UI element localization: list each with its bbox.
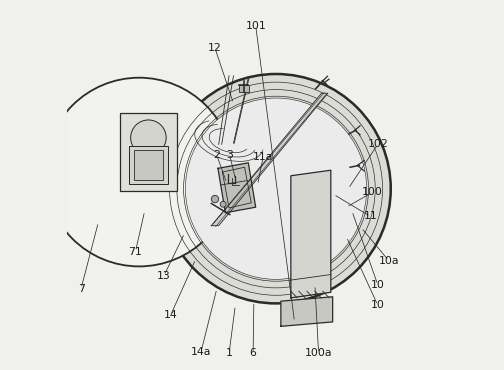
- Text: 10: 10: [371, 300, 385, 310]
- Text: 14: 14: [164, 310, 177, 320]
- Polygon shape: [281, 297, 333, 326]
- Text: 100: 100: [362, 187, 383, 198]
- Text: 101: 101: [245, 21, 266, 31]
- Circle shape: [185, 98, 367, 279]
- Polygon shape: [218, 163, 256, 213]
- Circle shape: [211, 195, 219, 203]
- Text: 3: 3: [226, 150, 233, 161]
- Text: 2: 2: [213, 150, 220, 161]
- Polygon shape: [291, 170, 331, 298]
- Text: 11a: 11a: [253, 152, 273, 162]
- Bar: [120, 113, 177, 191]
- Text: 10a: 10a: [379, 256, 399, 266]
- Text: 13: 13: [157, 270, 171, 281]
- Bar: [129, 146, 168, 184]
- Circle shape: [220, 201, 226, 207]
- Polygon shape: [211, 93, 328, 226]
- Circle shape: [142, 168, 147, 173]
- Text: 12: 12: [208, 43, 222, 53]
- Circle shape: [131, 120, 166, 155]
- Bar: [134, 150, 163, 180]
- Text: 6: 6: [249, 348, 257, 359]
- Text: 71: 71: [129, 246, 142, 257]
- Text: 7: 7: [78, 283, 85, 294]
- Bar: [239, 85, 249, 92]
- Circle shape: [45, 78, 233, 266]
- Text: 1: 1: [226, 348, 232, 359]
- Circle shape: [161, 74, 391, 303]
- Text: 14a: 14a: [191, 347, 211, 357]
- Text: 11: 11: [363, 211, 377, 222]
- Text: 102: 102: [367, 139, 388, 149]
- Text: 100a: 100a: [305, 348, 332, 359]
- Text: 10: 10: [371, 280, 385, 290]
